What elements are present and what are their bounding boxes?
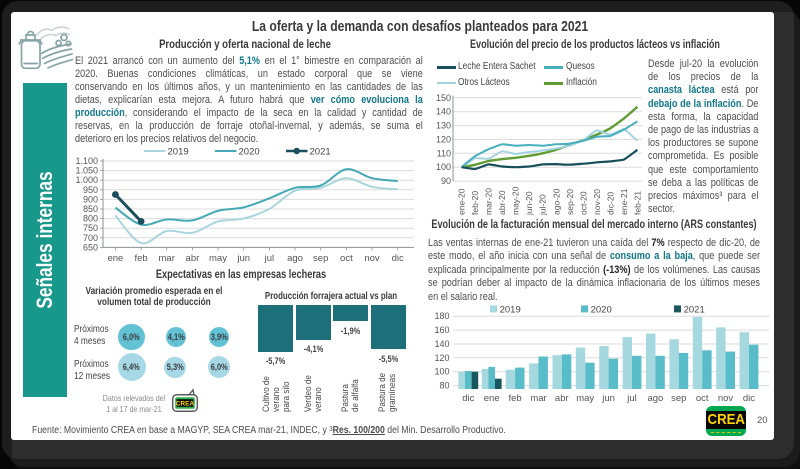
svg-text:jun-20: jun-20 xyxy=(524,191,534,216)
svg-text:120: 120 xyxy=(434,353,449,363)
svg-text:130: 130 xyxy=(436,121,451,131)
svg-text:jun: jun xyxy=(601,393,615,404)
svg-text:mar: mar xyxy=(530,393,546,404)
svg-text:700: 700 xyxy=(83,233,98,243)
svg-text:may: may xyxy=(576,393,594,404)
svg-text:140: 140 xyxy=(436,107,451,117)
svg-text:ene: ene xyxy=(484,393,500,404)
svg-text:ago-20: ago-20 xyxy=(551,188,561,215)
svg-text:1.000: 1.000 xyxy=(75,175,98,185)
svg-text:may: may xyxy=(209,253,227,264)
svg-text:sep-20: sep-20 xyxy=(565,189,575,215)
svg-text:140: 140 xyxy=(434,339,449,349)
svg-text:ago: ago xyxy=(287,253,303,264)
svg-text:120: 120 xyxy=(436,134,451,144)
svg-text:nov-20: nov-20 xyxy=(592,189,602,215)
svg-text:90: 90 xyxy=(441,176,451,186)
svg-text:sep: sep xyxy=(313,253,328,264)
svg-text:oct: oct xyxy=(340,253,353,264)
svg-text:750: 750 xyxy=(83,223,98,233)
svg-text:may-20: may-20 xyxy=(511,186,521,215)
svg-text:2019: 2019 xyxy=(500,304,521,315)
svg-text:2021: 2021 xyxy=(310,147,331,158)
svg-text:nov: nov xyxy=(718,393,734,404)
svg-text:jul: jul xyxy=(626,393,637,404)
svg-text:abr: abr xyxy=(555,393,569,404)
svg-text:650: 650 xyxy=(83,242,98,252)
svg-text:ene: ene xyxy=(107,253,123,264)
svg-text:80: 80 xyxy=(439,381,449,391)
svg-text:180: 180 xyxy=(434,311,449,321)
svg-text:jul: jul xyxy=(264,253,275,264)
svg-text:ene-21: ene-21 xyxy=(619,188,629,215)
svg-text:nov: nov xyxy=(364,253,380,264)
svg-text:850: 850 xyxy=(83,204,98,214)
svg-text:100: 100 xyxy=(434,367,449,377)
svg-text:feb-20: feb-20 xyxy=(470,191,480,215)
svg-text:oct: oct xyxy=(696,393,709,404)
svg-text:ene-20: ene-20 xyxy=(457,188,467,215)
svg-text:2020: 2020 xyxy=(239,147,260,158)
svg-text:2019: 2019 xyxy=(168,147,189,158)
svg-text:950: 950 xyxy=(83,185,98,195)
svg-text:mar-20: mar-20 xyxy=(484,188,494,215)
svg-text:dic: dic xyxy=(743,393,755,404)
svg-text:2021: 2021 xyxy=(684,304,705,315)
svg-text:feb: feb xyxy=(508,393,521,404)
svg-text:900: 900 xyxy=(83,194,98,204)
svg-text:mar: mar xyxy=(159,253,175,264)
svg-text:oct-20: oct-20 xyxy=(578,191,588,215)
svg-text:ago: ago xyxy=(647,393,663,404)
svg-text:1.050: 1.050 xyxy=(75,166,98,176)
svg-text:abr-20: abr-20 xyxy=(497,190,507,215)
svg-text:jun: jun xyxy=(236,253,250,264)
svg-text:dic: dic xyxy=(392,253,404,264)
svg-text:150: 150 xyxy=(436,93,451,103)
svg-text:160: 160 xyxy=(434,325,449,335)
svg-text:feb: feb xyxy=(134,253,147,264)
svg-text:jul-20: jul-20 xyxy=(538,194,548,216)
svg-text:dic-20: dic-20 xyxy=(605,192,615,215)
svg-text:100: 100 xyxy=(436,162,451,172)
svg-text:110: 110 xyxy=(437,148,451,158)
svg-text:CREA: CREA xyxy=(176,400,195,407)
svg-text:sep: sep xyxy=(671,393,686,404)
svg-text:abr: abr xyxy=(186,253,200,264)
svg-text:2020: 2020 xyxy=(591,304,612,315)
svg-text:feb-21: feb-21 xyxy=(632,191,642,215)
svg-text:1.100: 1.100 xyxy=(75,156,98,166)
svg-text:dic: dic xyxy=(462,393,474,404)
svg-text:800: 800 xyxy=(83,214,98,224)
